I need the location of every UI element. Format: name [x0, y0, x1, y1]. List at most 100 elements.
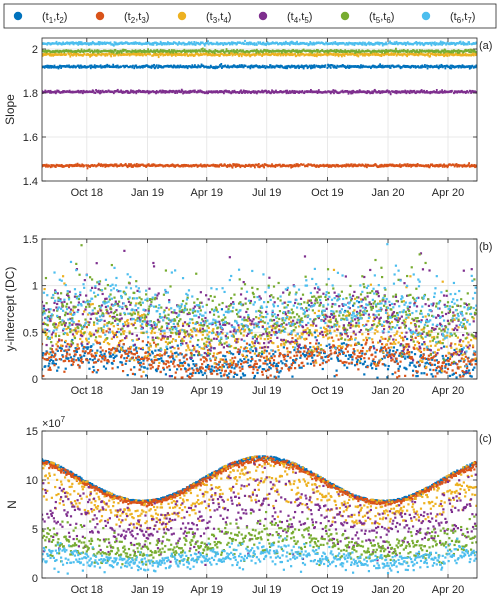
point: [117, 66, 120, 69]
point: [367, 357, 371, 360]
point: [260, 355, 263, 358]
point: [190, 41, 193, 44]
point: [315, 342, 318, 345]
point: [115, 66, 118, 69]
point: [422, 65, 424, 68]
point: [344, 332, 347, 335]
point: [201, 47, 204, 50]
point: [389, 53, 392, 56]
point: [110, 50, 113, 54]
point: [87, 43, 90, 46]
point: [49, 54, 51, 57]
point: [244, 64, 247, 68]
point: [72, 360, 75, 364]
point: [183, 48, 186, 52]
point: [375, 367, 378, 370]
point: [114, 349, 117, 353]
point: [239, 49, 242, 52]
point: [298, 366, 301, 369]
point: [425, 373, 429, 376]
legend-label-5: (t5,t6): [369, 11, 394, 25]
point: [401, 336, 404, 339]
point: [199, 366, 202, 369]
point: [113, 41, 116, 44]
point: [462, 91, 465, 94]
point: [466, 90, 469, 93]
point: [310, 67, 312, 70]
point: [452, 362, 455, 365]
point: [76, 41, 79, 45]
point: [288, 90, 291, 93]
point: [177, 353, 180, 356]
point: [65, 53, 68, 56]
point: [52, 66, 55, 69]
point: [292, 359, 295, 362]
point: [246, 53, 249, 57]
point: [329, 66, 332, 69]
point: [298, 66, 300, 70]
point: [424, 65, 427, 69]
point: [190, 66, 193, 69]
point: [319, 351, 322, 354]
point: [344, 354, 347, 357]
point: [187, 375, 191, 378]
point: [249, 360, 253, 363]
point: [306, 362, 309, 365]
point: [188, 41, 190, 44]
point: [115, 354, 118, 357]
point: [172, 66, 175, 69]
point: [160, 42, 163, 45]
point: [435, 369, 438, 372]
point: [87, 65, 90, 68]
point: [259, 41, 262, 44]
point: [303, 344, 307, 347]
point: [302, 65, 304, 68]
point: [450, 67, 453, 70]
point: [475, 91, 477, 94]
point: [77, 357, 80, 360]
point: [357, 301, 361, 304]
point: [389, 93, 392, 96]
point: [201, 50, 204, 53]
point: [152, 341, 156, 344]
point: [134, 41, 137, 44]
point: [69, 345, 73, 348]
point: [148, 352, 151, 356]
point: [384, 349, 388, 352]
point: [304, 346, 307, 350]
point: [244, 52, 247, 55]
point: [213, 42, 215, 45]
point: [269, 374, 272, 377]
point: [432, 368, 435, 372]
point: [435, 42, 438, 45]
point: [451, 89, 453, 93]
point: [371, 52, 374, 55]
point: [175, 42, 178, 45]
point: [359, 66, 362, 69]
point: [455, 164, 457, 167]
point: [406, 50, 409, 53]
point: [191, 371, 195, 375]
point: [461, 52, 464, 55]
point: [103, 163, 106, 166]
point: [316, 91, 319, 95]
point: [150, 90, 153, 93]
point: [443, 91, 445, 94]
point: [361, 43, 364, 46]
point: [362, 49, 364, 53]
point: [137, 163, 140, 166]
point: [432, 41, 435, 45]
point: [165, 51, 168, 54]
point: [416, 50, 419, 54]
point: [359, 361, 362, 365]
point: [445, 164, 448, 167]
point: [92, 361, 96, 364]
point: [264, 359, 267, 363]
point: [201, 367, 204, 370]
point: [161, 49, 164, 52]
point: [243, 374, 247, 377]
point: [84, 350, 87, 353]
point: [345, 163, 348, 166]
point: [435, 49, 438, 52]
x-tick-label: Jan 19: [131, 187, 164, 199]
